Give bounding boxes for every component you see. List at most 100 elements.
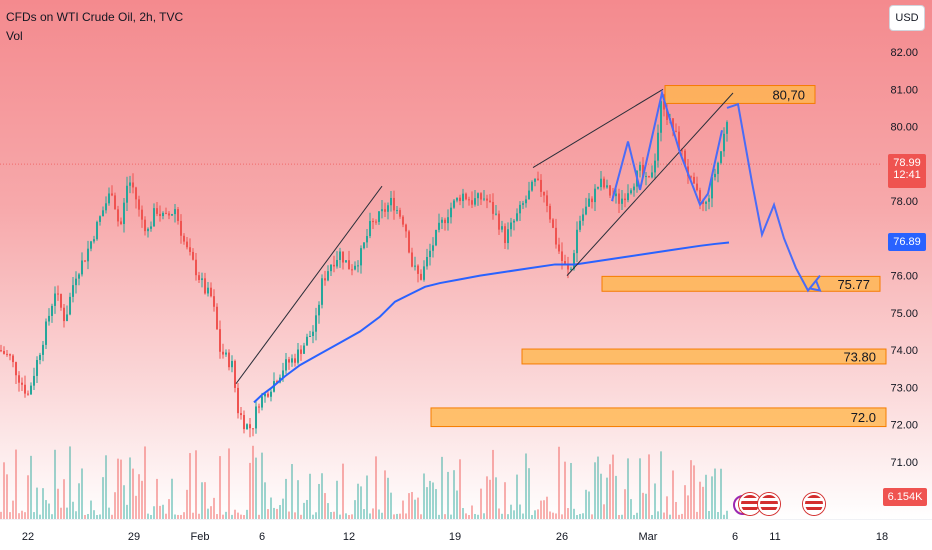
candle-body: [66, 314, 68, 322]
candle-body: [525, 199, 527, 204]
time-tick-label: 19: [449, 531, 461, 543]
volume-bar: [603, 504, 605, 519]
volume-bar: [573, 508, 575, 519]
candle-body: [87, 248, 89, 262]
volume-bar: [249, 462, 251, 519]
candle-body: [270, 391, 272, 397]
candle-body: [678, 131, 680, 151]
volume-bar: [336, 480, 338, 519]
candle-body: [675, 130, 677, 132]
candle-body: [630, 190, 632, 194]
candle-body: [540, 179, 542, 192]
candle-body: [570, 268, 572, 270]
candle-body: [666, 109, 668, 120]
indicator-label[interactable]: Vol: [6, 29, 23, 43]
volume-bar: [561, 514, 563, 519]
volume-bar: [399, 513, 401, 519]
candle-body: [381, 209, 383, 212]
volume-bar: [369, 513, 371, 519]
candle-body: [159, 213, 161, 217]
volume-bar: [492, 449, 494, 519]
volume-bar: [174, 514, 176, 519]
candle-body: [477, 193, 479, 199]
candle-body: [393, 197, 395, 211]
volume-bar: [306, 499, 308, 519]
symbol-title[interactable]: CFDs on WTI Crude Oil, 2h, TVC: [6, 10, 184, 24]
price-tick-label: 74.00: [890, 345, 918, 357]
volume-bar: [90, 500, 92, 519]
volume-bar: [633, 514, 635, 519]
volume-bar: [123, 485, 125, 519]
candle-body: [564, 261, 566, 264]
candle-body: [423, 266, 425, 280]
candle-body: [483, 198, 485, 200]
candle-body: [291, 358, 293, 363]
volume-tag: 6.154K: [883, 488, 927, 506]
target-zone: [664, 85, 816, 104]
candle-body: [627, 193, 629, 201]
candle-body: [219, 329, 221, 352]
volume-bar: [375, 456, 377, 519]
candle-body: [702, 200, 704, 204]
volume-bar: [255, 457, 257, 519]
candle-body: [573, 253, 575, 269]
volume-bar: [693, 465, 695, 519]
currency-button[interactable]: USD: [889, 5, 925, 31]
us-flag-icon[interactable]: [758, 493, 780, 515]
candle-body: [39, 354, 41, 360]
candle-body: [681, 150, 683, 152]
candle-body: [558, 244, 560, 252]
candle-body: [579, 220, 581, 230]
volume-bar: [303, 502, 305, 519]
candle-body: [192, 251, 194, 260]
candle-body: [366, 236, 368, 243]
candle-body: [24, 384, 26, 394]
volume-bar: [216, 514, 218, 519]
volume-bars: [0, 445, 728, 519]
candle-body: [369, 221, 371, 237]
time-tick-label: 12: [343, 531, 355, 543]
volume-bar: [486, 476, 488, 519]
candle-body: [399, 210, 401, 217]
price-tick-label: 81.00: [890, 84, 918, 96]
volume-bar: [471, 505, 473, 519]
volume-bar: [426, 487, 428, 519]
candle-body: [246, 424, 248, 430]
candle-body: [228, 352, 230, 368]
candle-body: [240, 413, 242, 416]
candle-body: [63, 307, 65, 322]
volume-bar: [48, 503, 50, 519]
candle-body: [318, 304, 320, 316]
candle-body: [672, 118, 674, 131]
volume-bar: [543, 500, 545, 519]
volume-bar: [63, 479, 65, 519]
volume-bar: [3, 462, 5, 519]
candle-body: [351, 269, 353, 271]
volume-bar: [420, 514, 422, 519]
time-tick-label: Feb: [191, 531, 210, 543]
volume-bar: [198, 513, 200, 519]
volume-bar: [549, 511, 551, 519]
volume-bar: [75, 511, 77, 519]
volume-bar: [606, 477, 608, 519]
volume-bar: [243, 514, 245, 519]
candle-body: [594, 188, 596, 203]
us-flag-icon[interactable]: [803, 493, 825, 515]
candle-body: [657, 132, 659, 161]
volume-bar: [267, 509, 269, 519]
candle-body: [231, 360, 233, 368]
candle-body: [309, 335, 311, 337]
volume-bar: [393, 514, 395, 519]
volume-bar: [33, 512, 35, 519]
volume-bar: [144, 446, 146, 519]
volume-bar: [210, 506, 212, 519]
moving-average-line: [253, 241, 730, 404]
volume-bar: [726, 510, 728, 519]
volume-bar: [228, 448, 230, 519]
candle-body: [336, 259, 338, 267]
volume-bar: [321, 473, 323, 519]
candle-body: [108, 193, 110, 204]
candle-body: [135, 187, 137, 200]
volume-bar: [117, 458, 119, 519]
